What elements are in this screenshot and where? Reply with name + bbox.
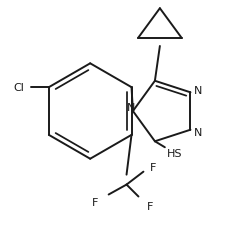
Text: N: N [194, 127, 203, 137]
Text: F: F [150, 162, 157, 172]
Text: Cl: Cl [14, 83, 24, 93]
Text: F: F [147, 202, 154, 212]
Text: F: F [91, 198, 98, 207]
Text: N: N [194, 86, 203, 96]
Text: N: N [127, 103, 135, 112]
Text: HS: HS [167, 149, 182, 158]
